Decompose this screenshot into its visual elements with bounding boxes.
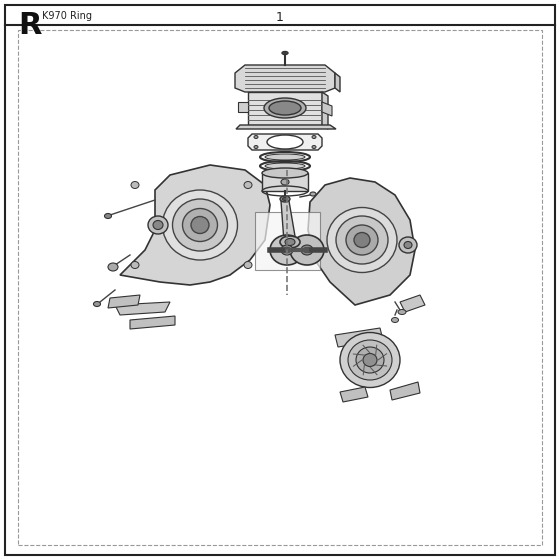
Polygon shape — [108, 295, 140, 308]
Ellipse shape — [363, 353, 377, 366]
Ellipse shape — [264, 98, 306, 118]
Polygon shape — [335, 328, 383, 347]
Ellipse shape — [404, 241, 412, 249]
Ellipse shape — [131, 262, 139, 268]
Ellipse shape — [270, 235, 304, 265]
Ellipse shape — [254, 146, 258, 148]
Polygon shape — [340, 387, 368, 402]
Polygon shape — [400, 295, 425, 312]
Polygon shape — [281, 201, 296, 242]
Ellipse shape — [162, 190, 237, 260]
Polygon shape — [238, 102, 248, 112]
Ellipse shape — [290, 235, 324, 265]
Polygon shape — [262, 173, 308, 191]
Ellipse shape — [391, 318, 399, 323]
Ellipse shape — [354, 232, 370, 248]
Text: R: R — [18, 11, 41, 40]
Ellipse shape — [356, 347, 384, 373]
Ellipse shape — [280, 196, 290, 202]
Ellipse shape — [265, 163, 305, 169]
Polygon shape — [120, 165, 270, 285]
Ellipse shape — [282, 52, 288, 54]
Ellipse shape — [153, 221, 163, 230]
Ellipse shape — [336, 216, 388, 264]
Ellipse shape — [398, 310, 406, 315]
Polygon shape — [235, 65, 335, 92]
Ellipse shape — [399, 237, 417, 253]
Ellipse shape — [265, 154, 305, 160]
Ellipse shape — [244, 181, 252, 189]
Ellipse shape — [340, 333, 400, 388]
Ellipse shape — [262, 168, 308, 178]
Ellipse shape — [327, 208, 397, 273]
Ellipse shape — [244, 262, 252, 268]
Polygon shape — [115, 302, 170, 315]
Polygon shape — [248, 92, 322, 125]
Ellipse shape — [348, 340, 392, 380]
Ellipse shape — [269, 101, 301, 115]
Ellipse shape — [312, 136, 316, 138]
Polygon shape — [322, 92, 328, 129]
Ellipse shape — [254, 136, 258, 138]
Ellipse shape — [183, 208, 217, 241]
Polygon shape — [335, 73, 340, 92]
Ellipse shape — [267, 135, 303, 149]
Ellipse shape — [281, 179, 289, 185]
Ellipse shape — [105, 213, 111, 218]
Ellipse shape — [108, 263, 118, 271]
Ellipse shape — [346, 225, 378, 255]
FancyBboxPatch shape — [5, 5, 555, 555]
Ellipse shape — [148, 216, 168, 234]
Polygon shape — [236, 125, 336, 129]
Ellipse shape — [310, 192, 316, 196]
Text: 1: 1 — [276, 11, 284, 24]
Ellipse shape — [281, 245, 293, 255]
Polygon shape — [390, 382, 420, 400]
Ellipse shape — [283, 52, 287, 54]
Ellipse shape — [191, 217, 209, 234]
Ellipse shape — [285, 239, 295, 245]
Text: K970 Ring: K970 Ring — [42, 11, 92, 21]
Polygon shape — [322, 102, 332, 116]
Polygon shape — [255, 212, 320, 270]
Ellipse shape — [280, 236, 300, 248]
Polygon shape — [248, 134, 322, 150]
Ellipse shape — [312, 146, 316, 148]
Ellipse shape — [131, 181, 139, 189]
Polygon shape — [130, 316, 175, 329]
Ellipse shape — [94, 301, 100, 306]
Polygon shape — [308, 178, 415, 305]
Ellipse shape — [282, 198, 287, 200]
Ellipse shape — [301, 245, 313, 255]
Ellipse shape — [172, 199, 227, 251]
